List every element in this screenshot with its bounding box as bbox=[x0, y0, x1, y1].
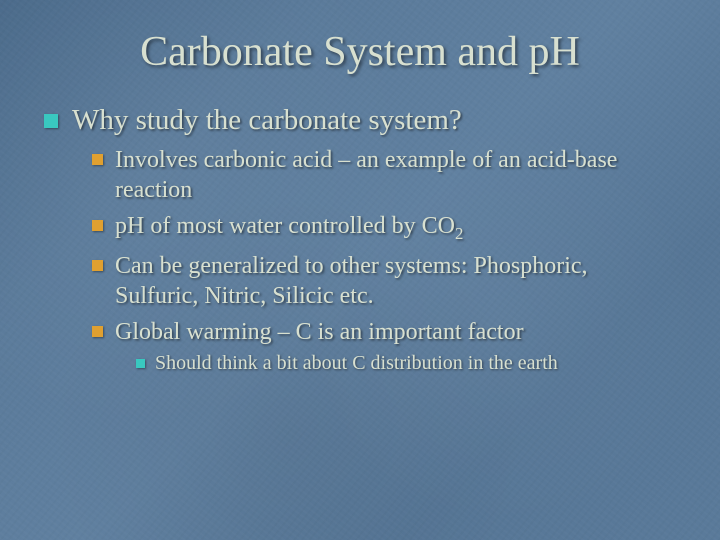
square-bullet-icon bbox=[92, 220, 103, 231]
bullet-list-lvl2: Involves carbonic acid – an example of a… bbox=[92, 145, 676, 376]
bullet-text: pH of most water controlled by CO2 bbox=[115, 211, 463, 245]
bullet-text: Why study the carbonate system? bbox=[72, 104, 462, 137]
bullet-list-lvl3: Should think a bit about C distribution … bbox=[136, 351, 676, 376]
bullet-list-lvl1: Why study the carbonate system? Involves… bbox=[44, 104, 676, 376]
bullet-text: Can be generalized to other systems: Pho… bbox=[115, 251, 676, 311]
slide-title: Carbonate System and pH bbox=[44, 28, 676, 76]
bullet-text-part: pH of most water controlled by CO bbox=[115, 213, 455, 239]
square-bullet-icon bbox=[92, 154, 103, 165]
list-item: Why study the carbonate system? Involves… bbox=[44, 104, 676, 376]
square-bullet-icon bbox=[44, 114, 58, 128]
slide: Carbonate System and pH Why study the ca… bbox=[0, 0, 720, 540]
list-item: Should think a bit about C distribution … bbox=[136, 351, 676, 376]
square-bullet-icon bbox=[92, 260, 103, 271]
square-bullet-icon bbox=[92, 326, 103, 337]
subscript: 2 bbox=[455, 224, 463, 243]
bullet-text: Should think a bit about C distribution … bbox=[155, 351, 558, 376]
list-item: pH of most water controlled by CO2 bbox=[92, 211, 676, 245]
bullet-text: Involves carbonic acid – an example of a… bbox=[115, 145, 676, 205]
square-bullet-icon bbox=[136, 359, 145, 368]
list-item: Can be generalized to other systems: Pho… bbox=[92, 251, 676, 311]
list-item: Involves carbonic acid – an example of a… bbox=[92, 145, 676, 205]
list-item: Global warming – C is an important facto… bbox=[92, 317, 676, 376]
bullet-text: Global warming – C is an important facto… bbox=[115, 317, 524, 347]
